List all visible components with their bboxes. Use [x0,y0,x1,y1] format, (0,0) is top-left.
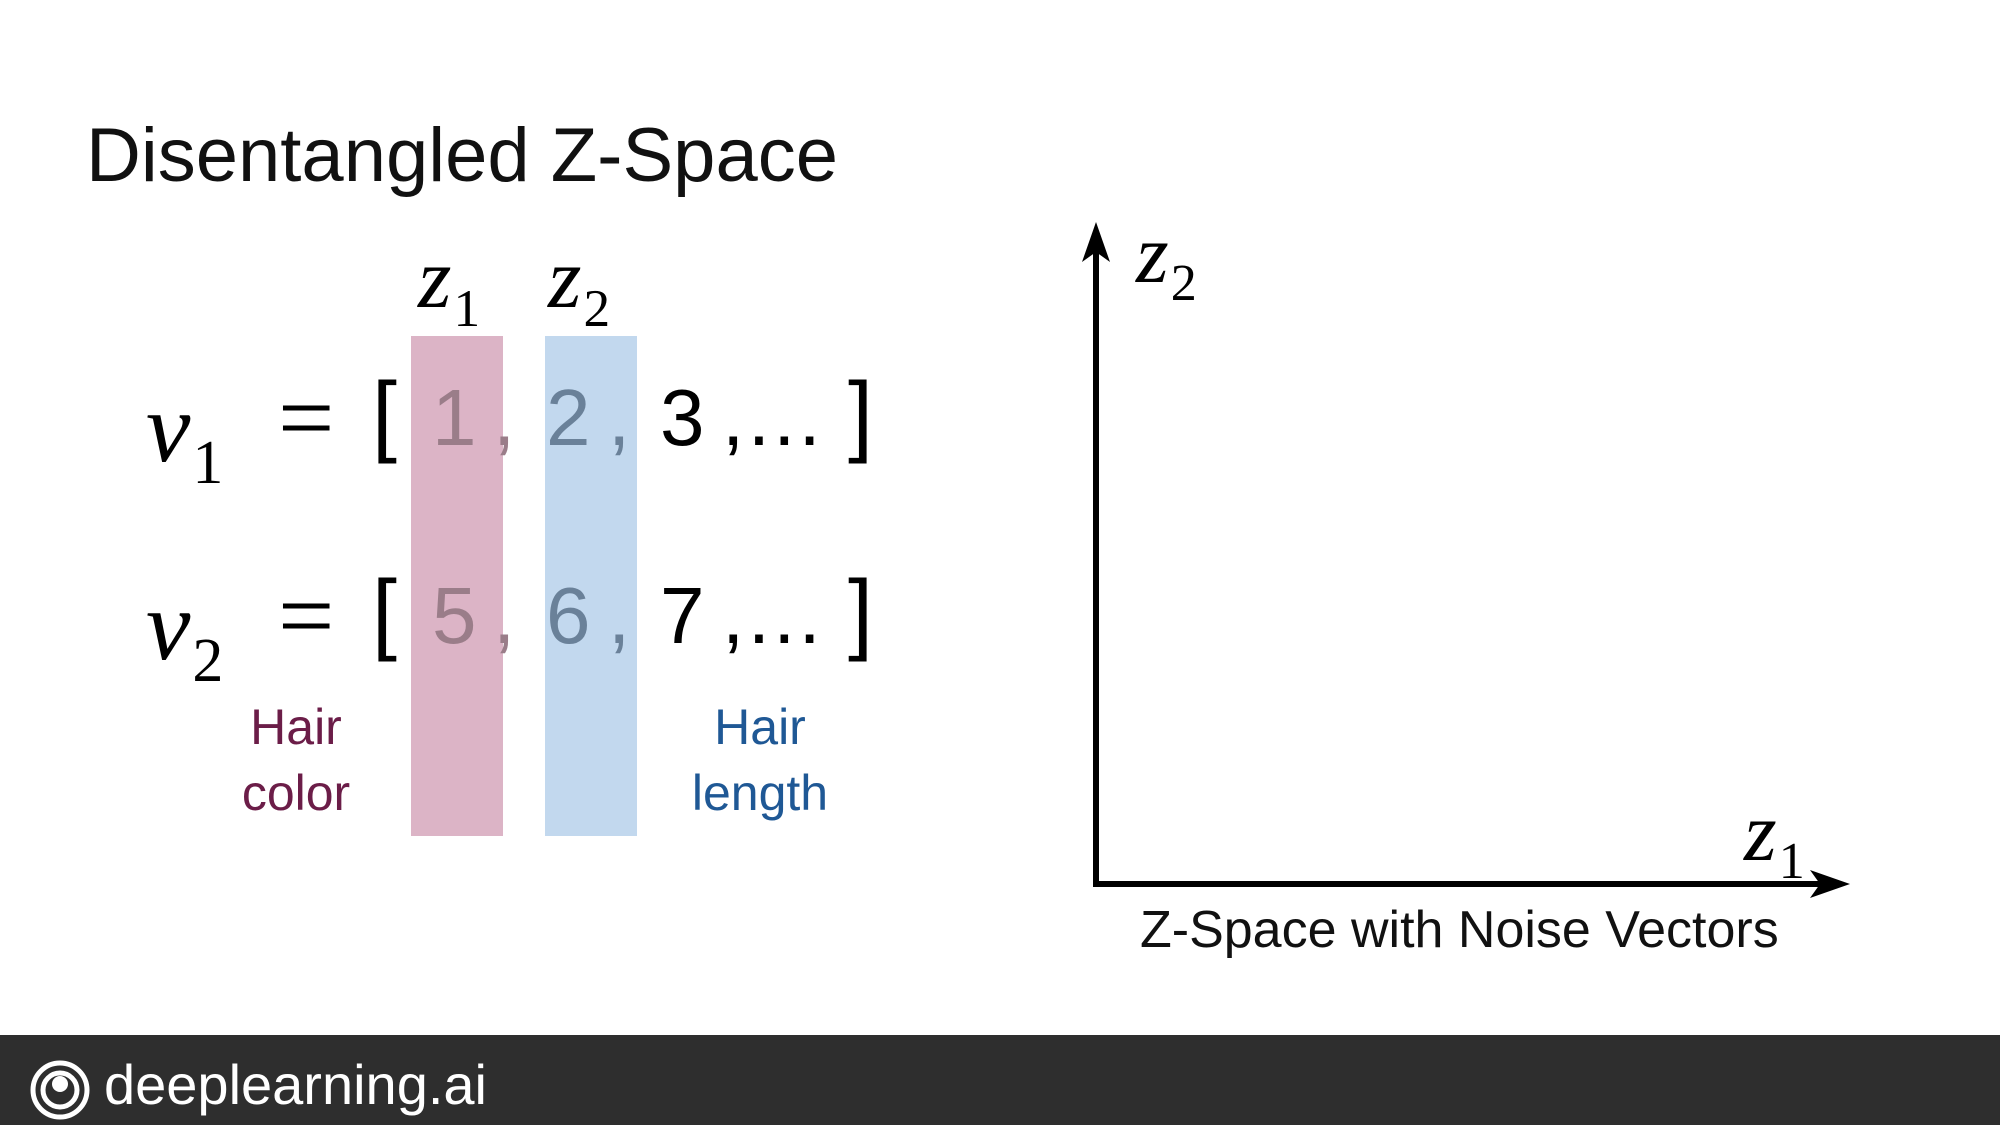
v1-value-2: 2 [546,373,591,462]
v2-base: v [146,570,191,681]
z1-base: z [418,230,452,326]
z2-base: z [548,230,582,326]
v2-open-bracket: [ [372,563,398,663]
v1-open-bracket: [ [372,365,398,465]
hair-length-line-2: length [691,765,829,821]
hair-length-line-1: Hair [714,699,806,755]
v2-subscript: 2 [192,626,224,695]
v1-close-bracket: ] [848,365,874,465]
z1-subscript: 1 [453,277,481,338]
v1-comma-1: , [493,373,516,462]
slide-title: Disentangled Z-Space [86,113,838,198]
hair-color-line-1: Hair [250,699,342,755]
z1-column-highlight [411,336,503,836]
x-axis-label: z1 [1744,784,1805,890]
v2-close-bracket: ] [848,563,874,663]
brand-name[interactable]: deeplearning.ai [104,1053,487,1116]
plot-caption: Z-Space with Noise Vectors [1140,901,1779,959]
y-axis-arrowhead [1082,222,1110,262]
v1-comma-2: , [608,373,631,462]
hair-color-caption: Hair color [206,694,386,826]
z2-subscript: 2 [583,277,611,338]
footer-bar [0,1035,2000,1125]
column-header-z1: z1 [418,228,480,338]
hair-length-caption: Hair length [670,694,850,826]
v1-value-1: 1 [432,373,477,462]
x-axis-label-subscript: 1 [1778,833,1805,891]
vector-label-v1: v1 [146,370,223,497]
y-axis-label-subscript: 2 [1170,255,1197,313]
column-header-z2: z2 [548,228,610,338]
y-axis-label-base: z [1136,208,1169,301]
z-space-axes [1082,222,1850,898]
x-axis-label-base: z [1744,786,1777,879]
v1-equals-sign: = [278,362,335,473]
hair-color-line-2: color [241,765,351,821]
v1-subscript: 1 [192,428,224,497]
x-axis-arrowhead [1810,870,1850,898]
v2-value-1: 5 [432,571,477,660]
deeplearning-logo-icon [30,1060,90,1120]
v1-ellipsis: ,… [722,373,825,462]
v2-equals-sign: = [278,560,335,671]
v2-value-2: 6 [546,571,591,660]
v2-comma-1: , [493,571,516,660]
y-axis-label: z2 [1136,206,1197,312]
v2-value-3: 7 [660,571,705,660]
v1-value-3: 3 [660,373,705,462]
v2-comma-2: , [608,571,631,660]
v2-ellipsis: ,… [722,571,825,660]
v1-base: v [146,372,191,483]
z2-column-highlight [545,336,637,836]
vector-label-v2: v2 [146,568,223,695]
